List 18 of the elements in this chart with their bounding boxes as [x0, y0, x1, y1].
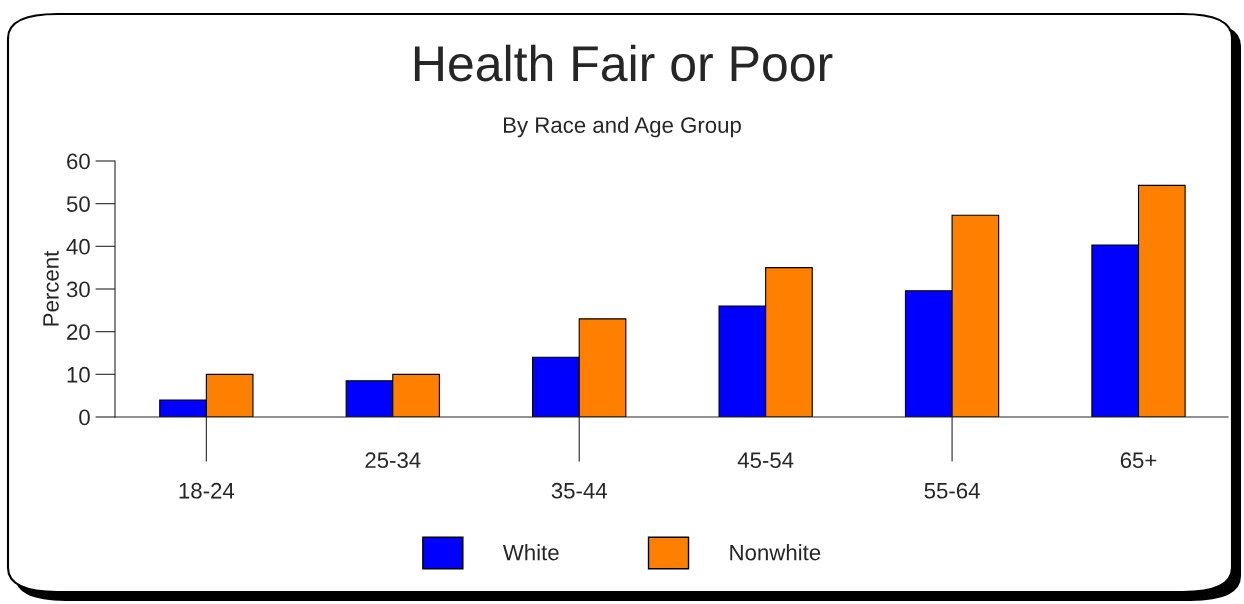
x-tick-label: 25-34 [365, 452, 421, 469]
y-tick-label: 0 [79, 409, 90, 426]
y-tick-label: 40 [66, 238, 90, 255]
y-axis-title: Percent [43, 250, 59, 326]
y-tick-label: 30 [66, 281, 90, 298]
chart-subtitle: By Race and Age Group [504, 116, 741, 138]
legend-label: White [502, 544, 559, 561]
y-tick-label: 60 [67, 153, 90, 170]
y-tick-label: 10 [67, 366, 90, 383]
x-tick-label: 55-64 [924, 482, 980, 499]
chart-title: Health Fair or Poor [414, 44, 833, 82]
x-tick-label: 18-24 [179, 482, 235, 499]
legend-label: Nonwhite [730, 544, 821, 561]
x-tick-label: 65+ [1120, 452, 1157, 469]
x-tick-label: 45-54 [737, 452, 794, 469]
y-tick-label: 50 [66, 196, 90, 212]
x-tick-label: 35-44 [551, 482, 607, 499]
y-tick-label: 20 [67, 324, 90, 340]
